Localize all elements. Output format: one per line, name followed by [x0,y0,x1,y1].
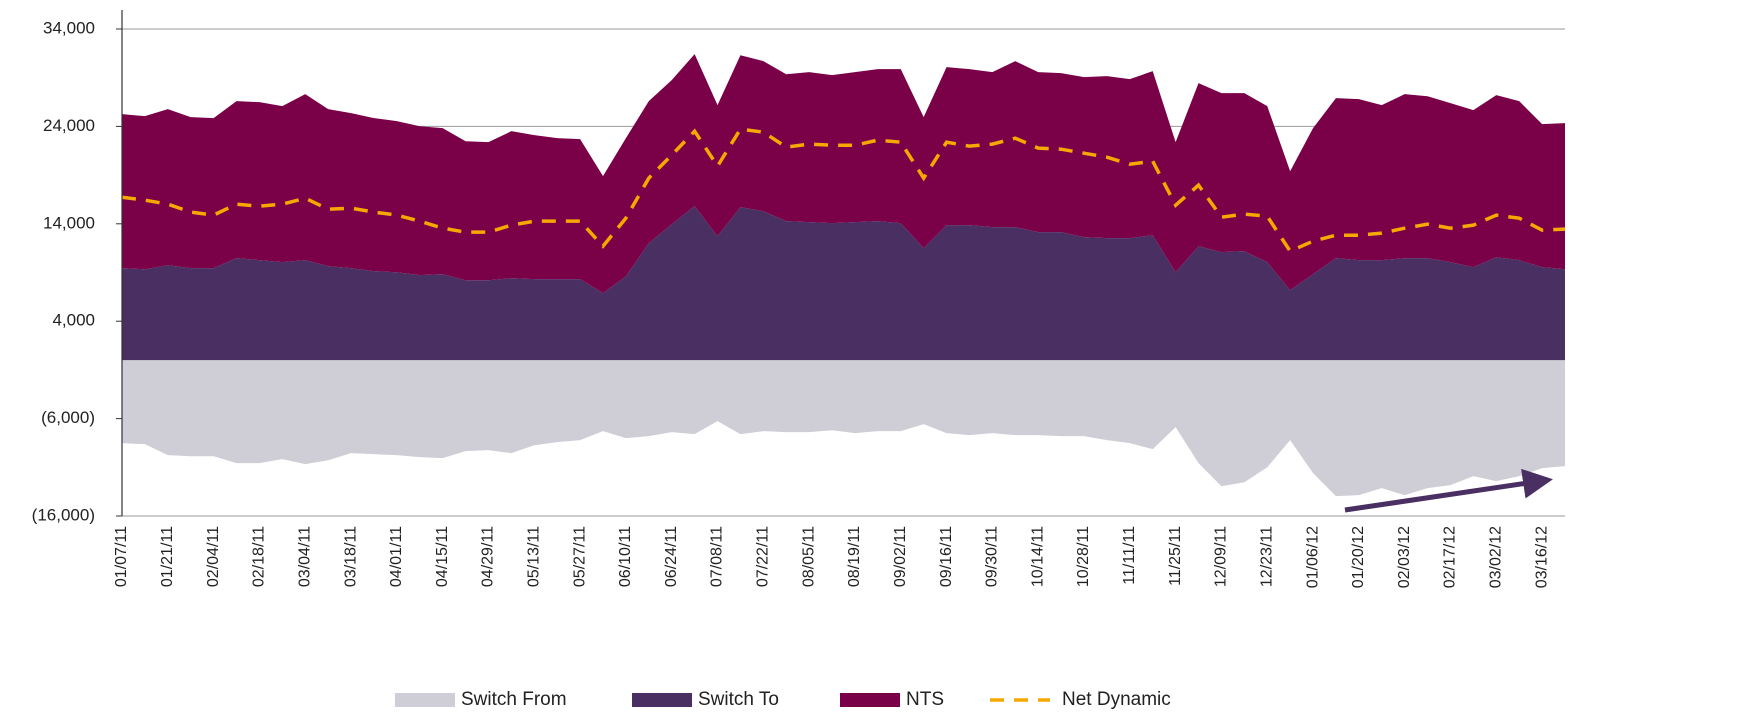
x-tick-label: 05/13/11 [526,526,543,587]
x-tick-label: 12/23/11 [1258,526,1275,587]
x-tick-label: 06/10/11 [617,526,634,587]
legend-swatch [632,693,692,707]
legend-swatch [840,693,900,707]
plot-area [121,54,1566,497]
x-tick-label: 04/29/11 [480,526,497,587]
trend-arrow [1344,468,1553,513]
axes: 34,000 24,000 14,000 4,000 (6,000) (16,000) 01… [32,10,1550,588]
x-tick-label: 04/01/11 [388,526,405,587]
x-tick-label: 07/08/11 [709,526,726,587]
x-tick-label: 02/03/12 [1396,526,1413,588]
x-tick-label: 03/04/11 [296,526,313,587]
x-tick-label: 04/15/11 [434,526,451,587]
legend-label: Net Dynamic [1062,689,1171,710]
x-tick-label: 11/25/11 [1167,526,1184,586]
x-tick-label: 12/09/11 [1213,526,1230,587]
legend-swatch [395,693,455,707]
y-tick-label: 14,000 [43,213,95,232]
x-tick-label: 09/30/11 [984,526,1001,587]
legend-label: NTS [906,689,944,710]
x-tick-label: 01/20/12 [1350,526,1367,588]
legend-label: Switch From [461,689,567,710]
y-tick-label: 24,000 [43,116,95,135]
x-tick-label: 01/06/12 [1304,526,1321,588]
x-tick-label: 02/18/11 [251,526,268,587]
area [122,360,1565,497]
x-tick-label: 02/17/12 [1442,526,1459,588]
y-tick-label: (16,000) [32,505,95,524]
x-tick-label: 02/04/11 [205,526,222,587]
x-tick-label: 03/18/11 [342,526,359,587]
y-tick-label: 4,000 [52,311,95,330]
x-tick-label: 06/24/11 [663,526,680,587]
x-tick-label: 10/28/11 [1075,526,1092,587]
x-tick-label: 11/11/11 [1121,526,1138,585]
x-tick-label: 05/27/11 [571,526,588,587]
x-tick-label: 09/02/11 [892,526,909,587]
line [121,127,1566,254]
x-tick-label: 08/19/11 [846,526,863,587]
x-tick-label: 01/07/11 [113,526,130,587]
x-tick-label: 10/14/11 [1029,526,1046,587]
y-tick-label: (6,000) [41,408,95,427]
x-tick-label: 07/22/11 [755,526,772,587]
y-tick-label: 34,000 [43,18,95,37]
x-tick-label: 08/05/11 [800,526,817,587]
legend-label: Switch To [698,689,779,710]
x-tick-label: 09/16/11 [938,526,955,587]
x-tick-label: 03/02/12 [1488,526,1505,588]
x-tick-label: 03/16/12 [1533,526,1550,588]
x-tick-label: 01/21/11 [159,526,176,587]
area [122,206,1565,361]
legend: Switch From Switch To NTS Net Dynamic [395,689,1171,710]
